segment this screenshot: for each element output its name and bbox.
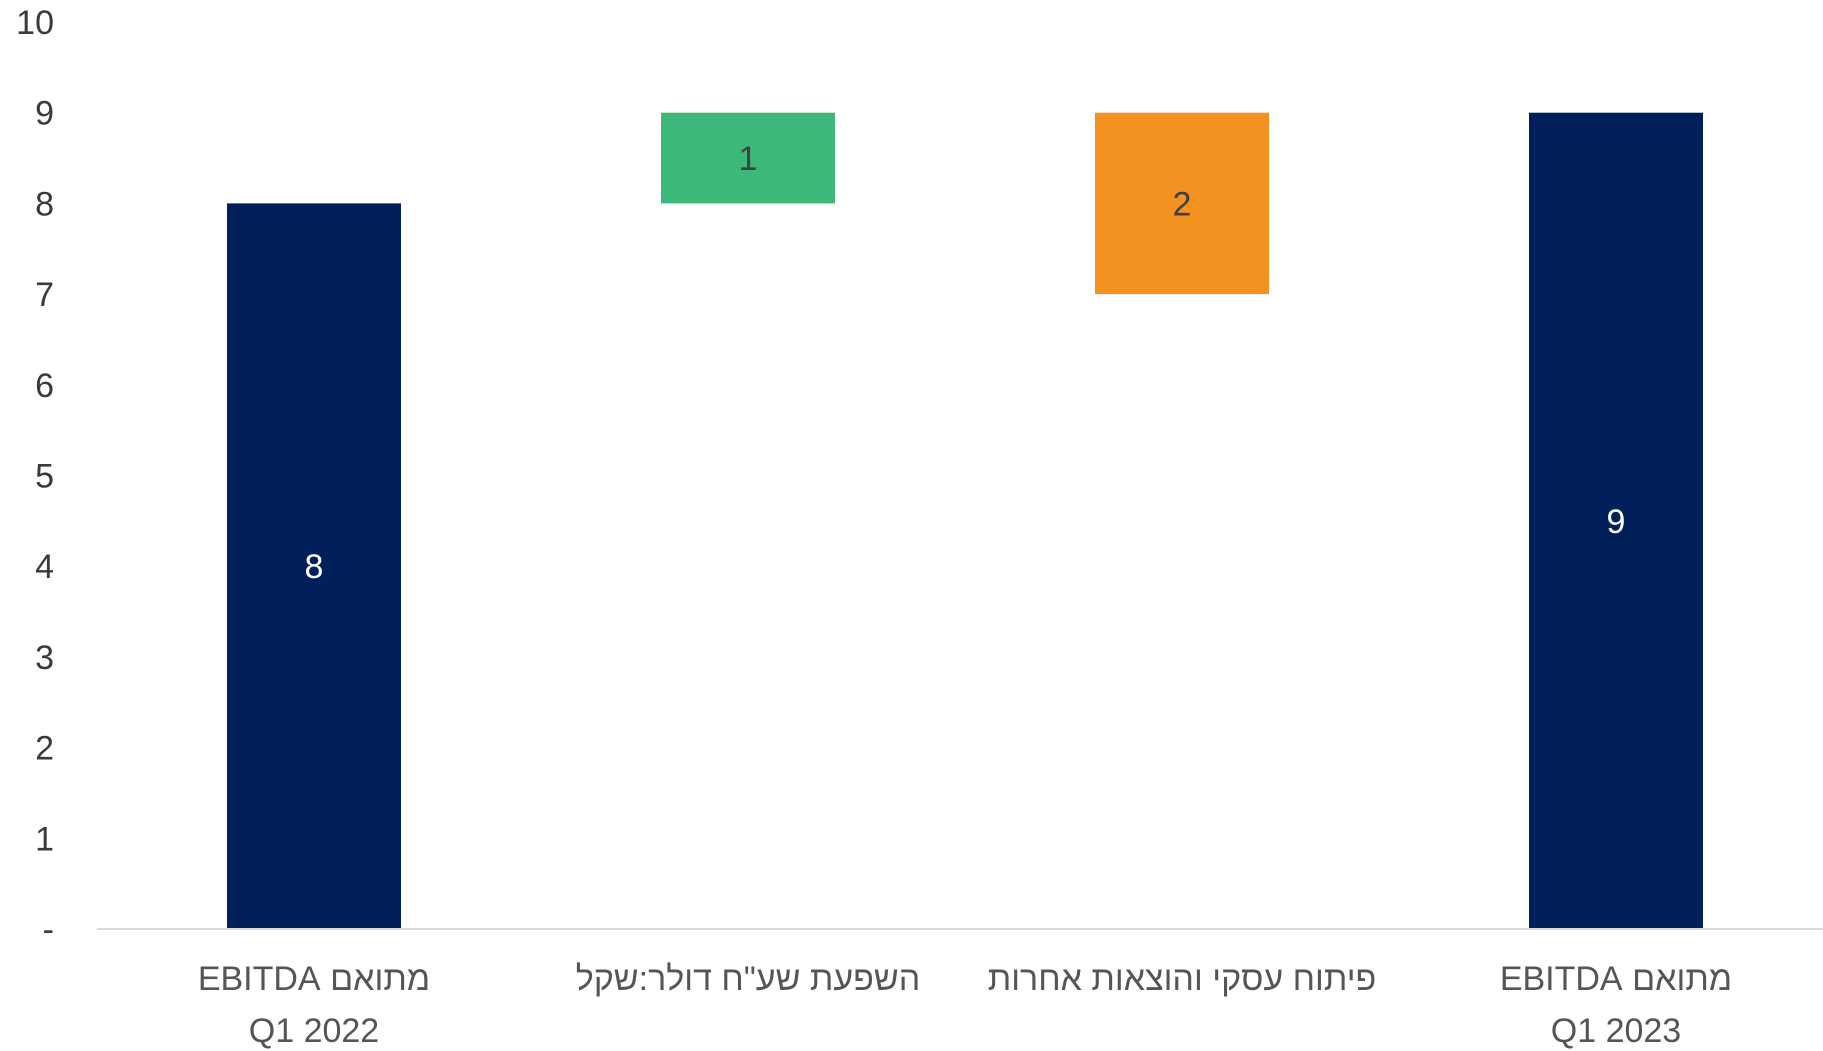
bar-data-label: 2 xyxy=(1173,185,1192,223)
x-category-label: Q1 2022 xyxy=(249,1012,379,1050)
bar xyxy=(227,203,401,929)
bar-data-label: 8 xyxy=(305,548,324,586)
y-axis: - 1 2 3 4 5 6 7 8 9 10 xyxy=(16,4,54,949)
y-tick-label: 6 xyxy=(35,367,54,405)
x-category-label: השפעת שע"ח דולר:שקל xyxy=(576,960,921,998)
y-tick-label: 3 xyxy=(35,639,54,677)
bar-data-label: 1 xyxy=(739,140,758,178)
y-tick-label: 1 xyxy=(35,820,54,858)
bar xyxy=(1529,112,1703,929)
y-tick-label: 2 xyxy=(35,730,54,768)
x-category-label: Q1 2023 xyxy=(1551,1012,1681,1050)
bar xyxy=(1095,112,1269,295)
y-tick-label: 5 xyxy=(35,458,54,496)
y-tick-label: 8 xyxy=(35,185,54,223)
bar xyxy=(661,112,835,204)
chart-bars: 8 1 2 9 xyxy=(227,112,1703,929)
y-tick-label: - xyxy=(43,911,54,949)
x-category-label: מתואם EBITDA xyxy=(1500,960,1732,998)
bar-data-label: 9 xyxy=(1607,503,1626,541)
x-category-label: פיתוח עסקי והוצאות אחרות xyxy=(988,960,1377,998)
y-tick-label: 7 xyxy=(35,276,54,314)
x-axis: מתואם EBITDA Q1 2022 השפעת שע"ח דולר:שקל פי… xyxy=(97,928,1823,1050)
y-tick-label: 4 xyxy=(35,548,54,586)
x-category-label: מתואם EBITDA xyxy=(198,960,430,998)
y-tick-label: 10 xyxy=(16,4,54,42)
y-tick-label: 9 xyxy=(35,95,54,133)
